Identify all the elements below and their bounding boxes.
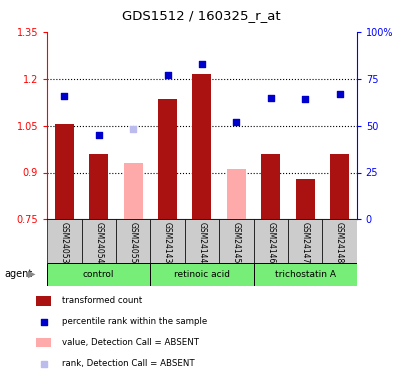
Text: trichostatin A: trichostatin A <box>274 270 335 279</box>
Bar <box>150 219 184 262</box>
Text: value, Detection Call = ABSENT: value, Detection Call = ABSENT <box>61 338 198 347</box>
Bar <box>261 154 279 219</box>
Point <box>198 61 204 67</box>
Point <box>335 91 342 97</box>
Text: retinoic acid: retinoic acid <box>173 270 229 279</box>
Text: GDS1512 / 160325_r_at: GDS1512 / 160325_r_at <box>121 9 279 22</box>
Bar <box>158 99 177 219</box>
Text: GSM24147: GSM24147 <box>300 222 309 263</box>
Bar <box>321 219 356 262</box>
Point <box>61 93 67 99</box>
Bar <box>124 163 142 219</box>
Text: GSM24054: GSM24054 <box>94 222 103 263</box>
Text: GSM24143: GSM24143 <box>163 222 172 263</box>
Text: control: control <box>83 270 114 279</box>
Bar <box>36 296 51 306</box>
Bar <box>55 124 74 219</box>
Bar <box>287 219 321 262</box>
Bar <box>253 262 356 286</box>
Bar <box>81 219 116 262</box>
Text: percentile rank within the sample: percentile rank within the sample <box>61 317 207 326</box>
Point <box>40 361 47 367</box>
Bar <box>116 219 150 262</box>
Point <box>267 94 273 100</box>
Text: transformed count: transformed count <box>61 296 142 305</box>
Point <box>232 119 239 125</box>
Point <box>40 319 47 325</box>
Point <box>130 126 136 132</box>
Bar <box>89 154 108 219</box>
Point <box>301 96 308 102</box>
Bar <box>329 154 348 219</box>
Text: GSM24053: GSM24053 <box>60 222 69 263</box>
Bar <box>36 338 51 348</box>
Text: rank, Detection Call = ABSENT: rank, Detection Call = ABSENT <box>61 359 194 368</box>
Text: GSM24144: GSM24144 <box>197 222 206 263</box>
Bar <box>295 179 314 219</box>
Point <box>164 72 171 78</box>
Text: GSM24146: GSM24146 <box>265 222 274 263</box>
Text: agent: agent <box>4 269 32 279</box>
Bar <box>47 219 81 262</box>
Text: GSM24145: GSM24145 <box>231 222 240 263</box>
Text: ▶: ▶ <box>28 269 35 279</box>
Bar <box>150 262 253 286</box>
Bar <box>218 219 253 262</box>
Text: GSM24148: GSM24148 <box>334 222 343 263</box>
Bar <box>253 219 287 262</box>
Bar <box>192 74 211 219</box>
Bar <box>47 262 150 286</box>
Bar <box>226 170 245 219</box>
Text: GSM24055: GSM24055 <box>128 222 137 263</box>
Point <box>95 132 102 138</box>
Bar <box>184 219 218 262</box>
